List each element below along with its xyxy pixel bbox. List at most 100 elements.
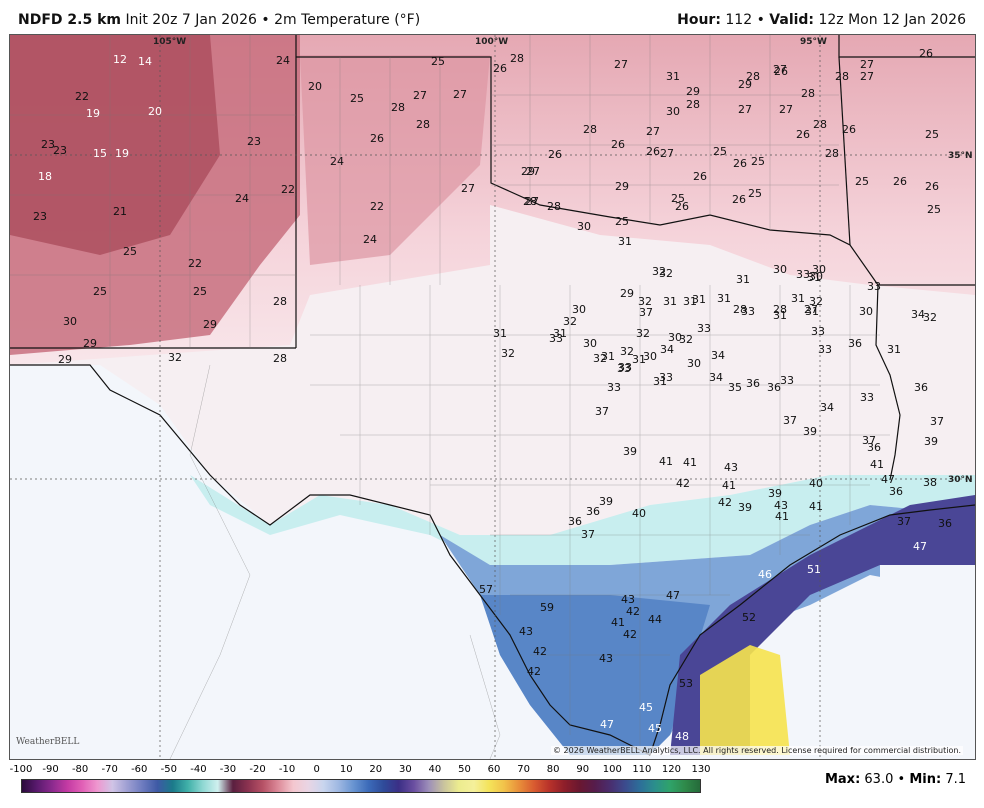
separator: • [261, 12, 270, 28]
temperature-value: 48 [675, 730, 689, 743]
temperature-value: 40 [809, 477, 823, 490]
hour-label: Hour: [677, 12, 721, 28]
temperature-value: 33 [741, 305, 755, 318]
temperature-value: 24 [330, 155, 344, 168]
temperature-value: 24 [276, 54, 290, 67]
temperature-value: 33 [780, 374, 794, 387]
temperature-value: 34 [820, 401, 834, 414]
temperature-value: 44 [648, 613, 662, 626]
temperature-value: 32 [593, 352, 607, 365]
temperature-value: 25 [748, 187, 762, 200]
temperature-value: 41 [775, 510, 789, 523]
temperature-value: 32 [923, 311, 937, 324]
temperature-value: 31 [773, 309, 787, 322]
temperature-value: 43 [519, 625, 533, 638]
temperature-value: 23 [41, 138, 55, 151]
temperature-value: 30 [668, 331, 682, 344]
temperature-value: 31 [717, 292, 731, 305]
lat-label: 35°N [948, 151, 973, 161]
legend-tick-label: 30 [398, 764, 412, 775]
temperature-value: 26 [774, 65, 788, 78]
legend-tick-label: -20 [249, 764, 266, 775]
mild-region [10, 205, 975, 545]
hour-value: 112 [725, 12, 753, 28]
temperature-value: 26 [733, 157, 747, 170]
temperature-value: 34 [660, 343, 674, 356]
temperature-value: 26 [370, 132, 384, 145]
no-data-region [880, 565, 975, 759]
temperature-value: 28 [801, 87, 815, 100]
legend-tick-label: 120 [661, 764, 681, 775]
temperature-value: 40 [632, 507, 646, 520]
temperature-value: 26 [919, 47, 933, 60]
temperature-value: 36 [938, 517, 952, 530]
temperature-value: 27 [453, 88, 467, 101]
temperature-value: 36 [746, 377, 760, 390]
temperature-value: 19 [115, 147, 129, 160]
temperature-value: 42 [676, 477, 690, 490]
copyright-notice: © 2026 WeatherBELL Analytics, LLC. All r… [551, 746, 963, 755]
temperature-value: 52 [742, 611, 756, 624]
temperature-value: 53 [679, 677, 693, 690]
temperature-value: 39 [599, 495, 613, 508]
temperature-value: 31 [653, 375, 667, 388]
temperature-value: 27 [413, 89, 427, 102]
temperature-value: 33 [659, 371, 673, 384]
temperature-value: 29 [83, 337, 97, 350]
temperature-value: 23 [33, 210, 47, 223]
temperature-value: 42 [718, 496, 732, 509]
temperature-value: 26 [732, 193, 746, 206]
temperature-value: 43 [621, 593, 635, 606]
temperature-value: 31 [601, 350, 615, 363]
legend-tick-label: -50 [160, 764, 177, 775]
temperature-value: 30 [809, 270, 823, 283]
temperature-value: 42 [527, 665, 541, 678]
temperature-value: 27 [614, 58, 628, 71]
temperature-map[interactable]: 105°W 100°W 95°W 35°N 30°N 12 14 22 19 20 23 2… [9, 34, 976, 760]
temperature-value: 31 [632, 353, 646, 366]
temperature-value: 35 [728, 381, 742, 394]
temperature-value: 25 [925, 128, 939, 141]
temperature-value: 39 [803, 425, 817, 438]
legend-tick-label: -40 [190, 764, 207, 775]
header-right: Hour: 112 • Valid: 12z Mon 12 Jan 2026 [677, 12, 966, 28]
temperature-value: 27 [525, 195, 539, 208]
temperature-value: 39 [738, 501, 752, 514]
temperature-value: 43 [774, 499, 788, 512]
temperature-value: 37 [639, 306, 653, 319]
temperature-value: 33 [867, 280, 881, 293]
temperature-value: 25 [713, 145, 727, 158]
temperature-value: 32 [809, 295, 823, 308]
temperature-value: 41 [870, 458, 884, 471]
temperature-value: 32 [679, 333, 693, 346]
temperature-value: 31 [663, 295, 677, 308]
temperature-value: 31 [493, 327, 507, 340]
temperature-value: 28 [733, 303, 747, 316]
temperature-value: 36 [889, 485, 903, 498]
temperature-value: 31 [618, 235, 632, 248]
temperature-value: 12 [113, 53, 127, 66]
legend-tick-label: 40 [428, 764, 442, 775]
init-time: Init 20z 7 Jan 2026 [125, 12, 257, 28]
temperature-value: 32 [659, 267, 673, 280]
temperature-value: 36 [568, 515, 582, 528]
temperature-value: 26 [548, 148, 562, 161]
legend-tick-label: 80 [546, 764, 560, 775]
temperature-value: 30 [687, 357, 701, 370]
lat-label: 30°N [948, 475, 973, 485]
temperature-value: 33 [618, 361, 632, 374]
temperature-value: 38 [923, 476, 937, 489]
temperature-value: 28 [510, 52, 524, 65]
temperature-value: 31 [683, 295, 697, 308]
cold-panhandle [300, 55, 490, 265]
legend-color-bar [21, 779, 701, 793]
temperature-value: 28 [273, 295, 287, 308]
temperature-value: 22 [370, 200, 384, 213]
temperature-value: 27 [773, 63, 787, 76]
temperature-value: 25 [751, 155, 765, 168]
temperature-value: 19 [86, 107, 100, 120]
field-name: 2m Temperature (°F) [274, 12, 421, 28]
temperature-value: 32 [501, 347, 515, 360]
cold-core-mountains [10, 35, 220, 255]
separator: • [756, 12, 765, 28]
